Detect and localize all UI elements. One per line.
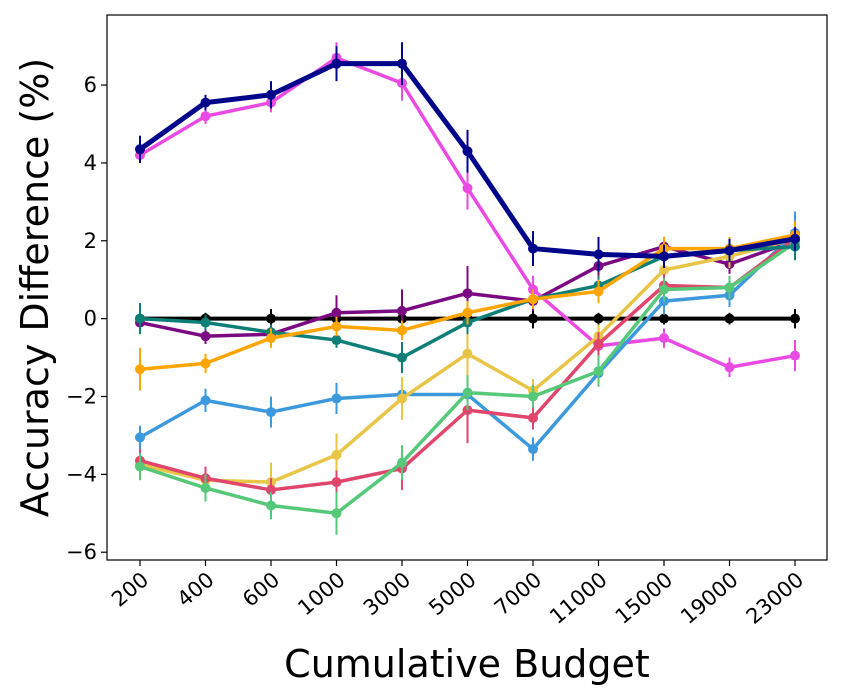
data-point bbox=[593, 338, 604, 349]
y-tick-label: 6 bbox=[84, 73, 97, 97]
data-point bbox=[397, 352, 407, 363]
y-tick-label: 4 bbox=[84, 151, 97, 175]
data-point bbox=[593, 313, 604, 324]
data-point bbox=[462, 387, 473, 398]
data-point bbox=[528, 294, 538, 305]
data-point bbox=[331, 58, 342, 69]
data-point bbox=[397, 457, 407, 468]
y-tick-label: 2 bbox=[84, 229, 97, 253]
data-point bbox=[724, 282, 735, 293]
y-tick-label: 0 bbox=[84, 307, 97, 331]
series-6 bbox=[135, 231, 800, 535]
data-point bbox=[200, 358, 211, 369]
data-point bbox=[462, 146, 473, 157]
data-point bbox=[724, 362, 735, 373]
data-point bbox=[200, 395, 211, 406]
y-tick-label: −6 bbox=[66, 540, 97, 564]
data-point bbox=[528, 444, 538, 455]
y-axis-title: Accuracy Difference (%) bbox=[13, 58, 57, 517]
data-point bbox=[790, 233, 800, 244]
data-point bbox=[331, 307, 342, 318]
data-point bbox=[790, 350, 800, 361]
data-point bbox=[659, 313, 669, 324]
data-point bbox=[397, 305, 407, 316]
data-point bbox=[135, 364, 145, 375]
data-point bbox=[528, 243, 538, 254]
data-point bbox=[266, 407, 276, 418]
series-9 bbox=[135, 42, 800, 272]
data-point bbox=[593, 249, 604, 260]
data-point bbox=[659, 333, 669, 344]
data-point bbox=[462, 183, 473, 194]
data-point bbox=[331, 477, 342, 488]
data-point bbox=[266, 89, 276, 100]
data-point bbox=[790, 313, 800, 324]
data-point bbox=[528, 412, 538, 423]
data-point bbox=[200, 482, 211, 493]
data-point bbox=[462, 348, 473, 359]
data-point bbox=[659, 284, 669, 295]
data-point bbox=[266, 333, 276, 344]
data-point bbox=[397, 393, 407, 404]
data-point bbox=[397, 58, 407, 69]
data-point bbox=[331, 321, 342, 332]
y-tick-label: −2 bbox=[66, 385, 97, 409]
data-point bbox=[200, 331, 211, 342]
data-point bbox=[135, 461, 145, 472]
data-point bbox=[135, 144, 145, 155]
data-point bbox=[397, 325, 407, 336]
data-point bbox=[528, 313, 538, 324]
data-point bbox=[331, 449, 342, 460]
data-point bbox=[331, 335, 342, 346]
x-axis-title: Cumulative Budget bbox=[284, 642, 650, 686]
data-point bbox=[331, 393, 342, 404]
data-point bbox=[266, 484, 276, 495]
data-point bbox=[266, 500, 276, 511]
data-point bbox=[266, 313, 276, 324]
series-layer bbox=[135, 42, 800, 535]
data-point bbox=[462, 307, 473, 318]
y-tick-label: −4 bbox=[66, 462, 97, 486]
data-point bbox=[528, 391, 538, 402]
data-point bbox=[659, 251, 669, 262]
data-point bbox=[135, 313, 145, 324]
data-point bbox=[593, 286, 604, 297]
data-point bbox=[331, 508, 342, 519]
y-axis-ticks: −6 −4 −2 0 2 4 6 bbox=[66, 73, 107, 564]
data-point bbox=[200, 317, 211, 328]
data-point bbox=[200, 111, 211, 122]
data-point bbox=[200, 97, 211, 108]
data-point bbox=[462, 288, 473, 299]
data-point bbox=[135, 432, 145, 443]
data-point bbox=[724, 313, 735, 324]
data-point bbox=[659, 264, 669, 275]
data-point bbox=[593, 366, 604, 377]
data-point bbox=[724, 245, 735, 256]
